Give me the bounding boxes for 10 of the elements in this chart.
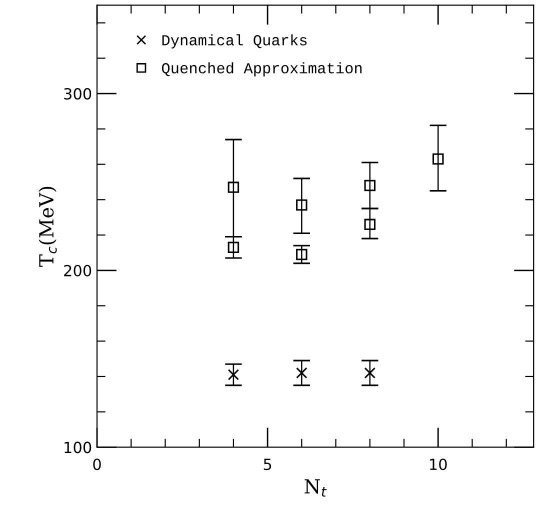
x-tick-label: 5 [264, 458, 272, 470]
legend-label: Quenched Approximation [162, 62, 362, 76]
legend-label: Dynamical Quarks [162, 34, 307, 48]
x-axis-title: N$_{t}$ [304, 479, 327, 497]
y-tick-label: 200 [64, 264, 92, 276]
y-axis-title: T$_{c}$(MeV) [38, 186, 57, 267]
x-tick-label: 10 [430, 458, 447, 470]
x-tick-label: 0 [93, 458, 101, 470]
y-tick-label: 300 [64, 88, 92, 100]
y-tick-label: 100 [64, 442, 92, 454]
